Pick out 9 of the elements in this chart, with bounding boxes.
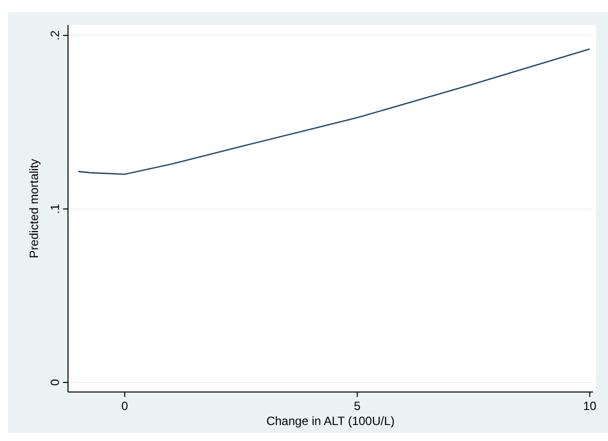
line-series [78, 48, 590, 175]
x-tick-label: 10 [583, 399, 597, 413]
y-tick-label: 0 [48, 378, 62, 386]
y-axis-title: Predicted mortality [27, 158, 41, 258]
x-axis-title: Change in ALT (100U/L) [266, 414, 395, 428]
y-tick-label: .1 [48, 204, 62, 214]
y-tick-label: .2 [48, 30, 62, 40]
x-tick-label: 5 [354, 399, 361, 413]
x-tick-label: 0 [121, 399, 128, 413]
